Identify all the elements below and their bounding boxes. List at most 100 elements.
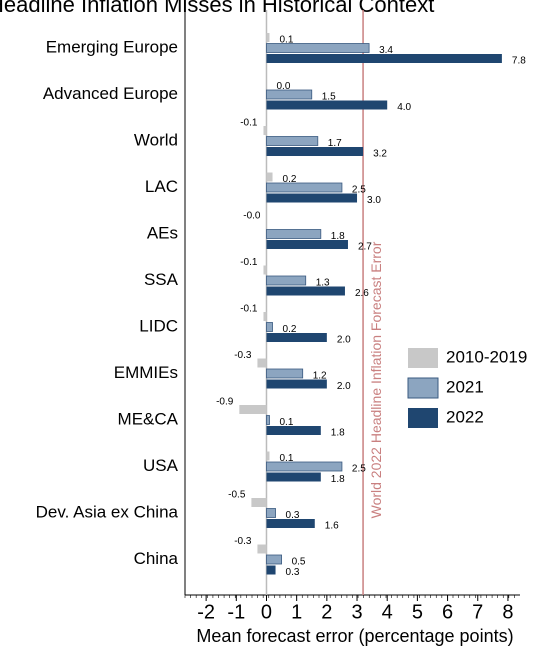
value-label: 2.7	[358, 242, 372, 253]
reference-label: World 2022 Headline Inflation Forecast E…	[368, 241, 384, 518]
value-label: 4.0	[397, 102, 411, 113]
x-tick-label: -2	[197, 601, 215, 623]
value-label: 0.2	[283, 324, 297, 335]
value-label: 1.8	[331, 231, 345, 242]
value-label: 0.0	[276, 81, 290, 92]
bar	[266, 172, 273, 182]
legend-swatch	[408, 408, 438, 428]
y-tick-label: SSA	[144, 270, 179, 289]
bar	[266, 240, 348, 249]
legend-swatch	[408, 348, 438, 368]
y-tick-label: Advanced Europe	[43, 84, 178, 103]
legend-label: 2022	[446, 407, 484, 426]
y-tick-label: LAC	[145, 177, 178, 196]
bar	[257, 544, 267, 554]
value-label: 1.8	[331, 474, 345, 485]
value-label: 0.3	[286, 567, 300, 578]
value-label: -0.3	[234, 350, 252, 361]
bar	[266, 519, 315, 528]
value-label: 1.2	[313, 371, 327, 382]
bar	[263, 126, 267, 135]
value-label: 2.0	[337, 335, 351, 346]
x-tick-label: 7	[472, 601, 483, 623]
y-tick-label: ME&CA	[118, 409, 179, 428]
legend-swatch	[407, 377, 439, 399]
x-tick-label: 8	[502, 601, 513, 623]
bar	[266, 275, 307, 286]
x-tick-label: 1	[291, 601, 302, 623]
x-tick-label: 0	[261, 601, 272, 623]
bar	[266, 322, 273, 332]
x-tick-label: -1	[227, 601, 245, 623]
bar	[266, 554, 282, 565]
value-label: 1.3	[316, 278, 330, 289]
bar	[266, 508, 276, 518]
legend-label: 2021	[446, 377, 484, 396]
value-label: 1.7	[328, 138, 342, 149]
value-label: -0.1	[240, 304, 258, 315]
bar	[266, 54, 502, 63]
value-label: 2.5	[352, 464, 366, 475]
value-label: 2.0	[337, 381, 351, 392]
value-label: 1.8	[331, 428, 345, 439]
value-label: 3.2	[373, 149, 387, 160]
value-label: 1.5	[322, 92, 336, 103]
legend-label: 2010-2019	[446, 347, 527, 366]
value-label: 0.1	[280, 35, 294, 46]
value-label: 0.5	[292, 557, 306, 568]
value-label: 0.2	[283, 174, 297, 185]
bar	[266, 193, 358, 203]
value-label: 2.5	[352, 185, 366, 196]
value-label: -0.9	[216, 397, 234, 408]
value-label: 0.3	[286, 510, 300, 521]
bar	[266, 182, 343, 193]
y-tick-label: LIDC	[139, 316, 178, 335]
value-label: -0.1	[240, 118, 258, 129]
bar	[266, 286, 345, 296]
bar	[266, 33, 270, 42]
y-tick-label: USA	[143, 456, 179, 475]
x-axis-label: Mean forecast error (percentage points)	[196, 626, 513, 646]
value-label: 2.6	[355, 288, 369, 299]
y-tick-label: Emerging Europe	[46, 37, 178, 56]
bar	[266, 451, 270, 461]
y-tick-label: World	[134, 130, 178, 149]
value-label: -0.0	[243, 211, 261, 222]
bar	[266, 461, 343, 472]
bar	[266, 89, 313, 100]
bar	[266, 426, 321, 435]
x-tick-label: 2	[321, 601, 332, 623]
x-tick-label: 6	[442, 601, 453, 623]
x-tick-label: 3	[351, 601, 362, 623]
bar	[251, 498, 267, 507]
bar	[266, 229, 322, 239]
chart-title: Headline Inflation Misses in Historical …	[0, 0, 434, 17]
bar	[266, 415, 270, 425]
bar	[266, 379, 327, 389]
bar	[239, 405, 267, 414]
value-label: 0.1	[280, 453, 294, 464]
y-tick-label: AEs	[147, 223, 178, 242]
bar	[266, 147, 364, 156]
x-tick-label: 5	[412, 601, 423, 623]
value-label: -0.1	[240, 257, 258, 268]
value-label: -0.5	[228, 490, 246, 501]
bar	[266, 472, 321, 482]
bar	[257, 358, 267, 368]
y-tick-label: Dev. Asia ex China	[36, 502, 179, 521]
bar	[266, 100, 388, 110]
x-tick-label: 4	[382, 601, 393, 623]
y-tick-label: EMMIEs	[114, 363, 178, 382]
bar	[266, 368, 304, 379]
value-label: 1.6	[325, 521, 339, 532]
value-label: 0.1	[280, 417, 294, 428]
y-tick-label: China	[134, 549, 179, 568]
bar	[263, 312, 267, 321]
value-label: -0.3	[234, 536, 252, 547]
bar	[266, 136, 319, 146]
bar	[266, 565, 276, 575]
value-label: 3.0	[367, 195, 381, 206]
bar	[266, 43, 370, 53]
value-label: 3.4	[379, 45, 393, 56]
